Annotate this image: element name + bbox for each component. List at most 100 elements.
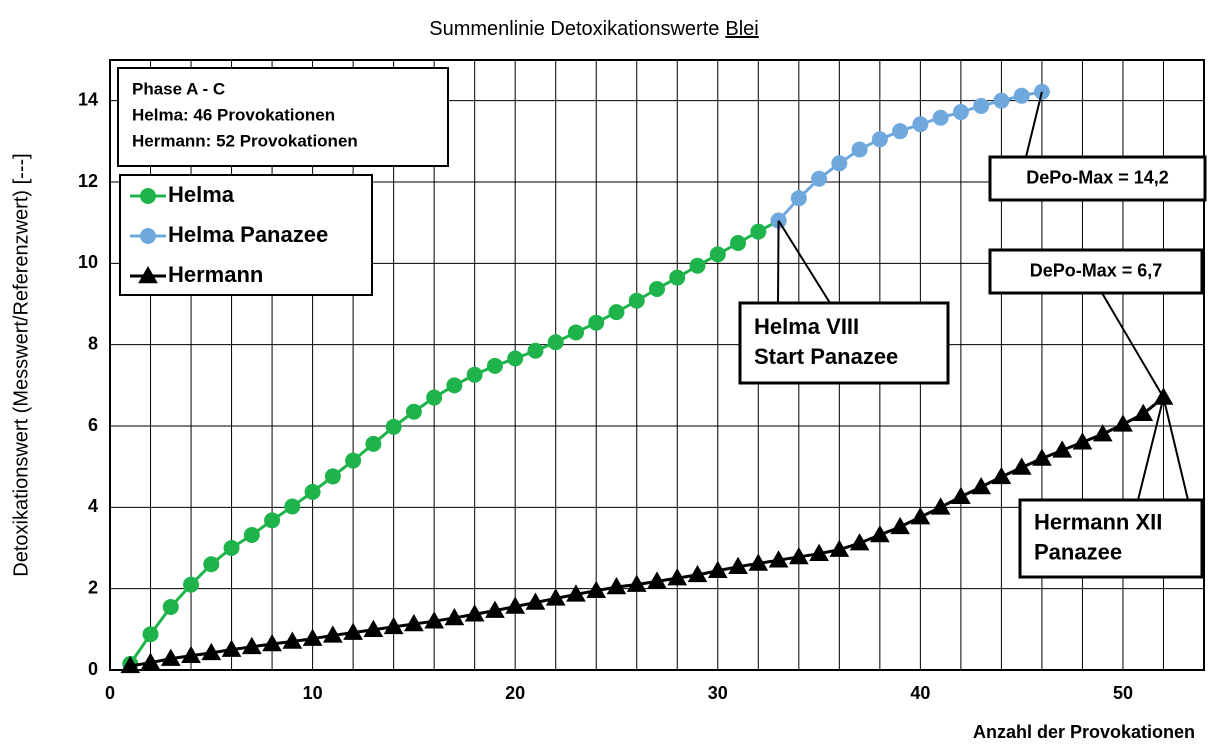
annotation: Helma VIII Start Panazee [738,220,950,385]
annotation: DePo-Max = 6,7 [988,248,1204,399]
data-point [1013,87,1030,104]
data-point [892,123,909,140]
data-point [545,588,566,606]
data-point [849,533,870,551]
data-point [869,524,890,543]
data-point [446,377,463,394]
data-point [324,468,341,485]
data-point [1032,448,1052,466]
data-point [790,190,807,207]
y-tick-label: 2 [88,577,98,597]
data-point [991,466,1012,485]
data-point [647,571,667,589]
y-axis-label: Detoxikationswert (Messwert/Referenzwert… [10,153,32,576]
data-point [707,560,728,579]
info-box-line: Helma: 46 Provokationen [132,105,335,124]
data-point [527,342,544,359]
data-point [383,616,404,635]
data-point [768,550,789,568]
annotation-leader [777,220,780,304]
data-point [669,269,686,286]
data-point [282,631,303,649]
data-point [689,257,706,274]
x-tick-label: 50 [1113,683,1133,703]
data-point [952,104,969,121]
data-point [304,483,321,500]
data-point [405,403,422,420]
data-point [1072,432,1093,450]
data-point [951,486,971,505]
data-point [485,600,505,618]
y-tick-label: 14 [78,89,98,109]
data-point [809,543,829,561]
data-point [162,598,179,615]
data-point [788,546,809,565]
data-point [444,607,465,626]
chart-title: Summenlinie Detoxikationswerte Blei [429,18,759,40]
data-point [567,324,584,341]
data-point [284,498,301,515]
annotation: DePo-Max = 14,2 [988,91,1207,202]
x-tick-label: 10 [303,683,323,703]
data-point [871,131,888,148]
data-point [687,564,708,583]
data-point [910,507,931,525]
annotation-leader [1025,91,1043,158]
plot-frame [109,59,1205,671]
data-point [1011,457,1032,475]
annotation-box [1018,498,1204,579]
info-box-line: Phase A - C [132,79,225,98]
annotation-box [738,301,950,385]
data-point [120,655,141,674]
data-point [264,512,281,529]
legend-label: Hermann [168,262,263,287]
y-tick-label: 6 [88,415,98,435]
legend-label: Helma [168,182,235,207]
data-point [203,556,220,573]
data-point [221,639,242,657]
data-point [505,596,526,614]
data-point [608,304,625,321]
annotation-text: DePo-Max = 6,7 [1030,260,1163,280]
data-point [709,246,726,263]
data-point [424,611,445,629]
data-point [971,476,992,495]
data-point [363,619,384,637]
data-point [912,116,929,133]
data-point [343,622,363,640]
legend-label: Helma Panazee [168,222,328,247]
legend-marker [140,188,156,204]
legend-marker [138,265,158,284]
annotation-leader [1101,292,1165,399]
y-tick-label: 0 [88,659,98,679]
legend-marker [140,228,156,244]
data-point [831,155,848,172]
y-tick-label: 12 [78,171,98,191]
data-point [345,452,362,469]
data-point [142,626,159,643]
data-point [588,314,605,331]
title-main: Summenlinie Detoxikationswerte [429,18,719,40]
data-point [486,357,503,374]
y-tick-label: 8 [88,333,98,353]
x-axis-label: Anzahl der Provokationen [973,722,1195,742]
data-point [183,576,200,593]
data-point [748,553,769,571]
data-point [160,648,181,666]
data-point [404,614,424,632]
data-point [932,109,949,126]
data-point [728,556,748,574]
info-box: Phase A - C Helma: 46 Provokationen Herman… [117,67,449,167]
y-tick-label: 4 [88,496,98,516]
annotation-box [988,155,1207,202]
data-point [464,604,485,622]
data-point [262,633,282,652]
data-point [930,497,951,515]
data-point [466,366,483,383]
data-point [223,540,240,556]
data-point [1133,403,1154,422]
data-point [649,280,665,297]
data-point [243,526,260,543]
series-line [130,396,1165,668]
